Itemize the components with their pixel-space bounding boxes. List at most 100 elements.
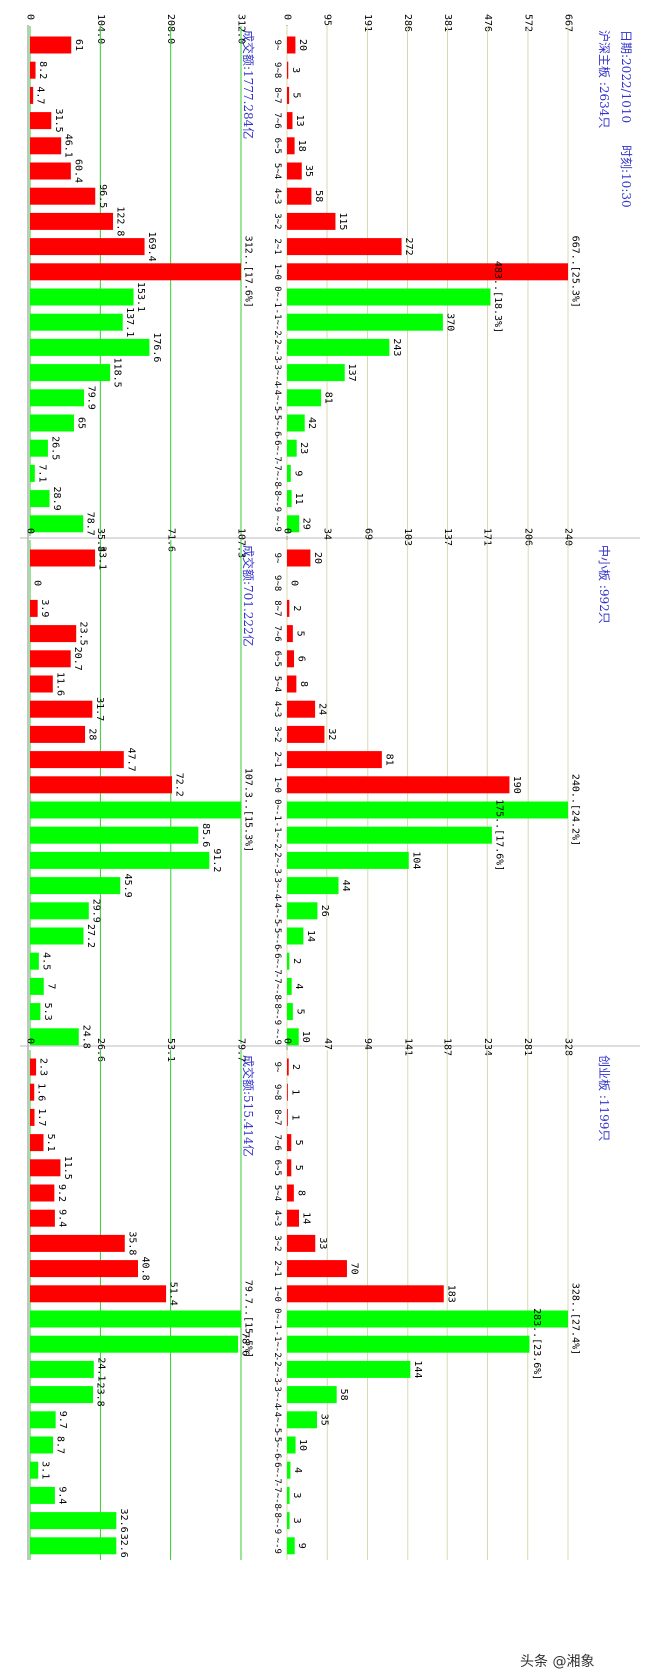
bar	[30, 1436, 54, 1454]
bar	[30, 212, 114, 230]
bar	[287, 1134, 292, 1152]
value-label: 29.9	[90, 899, 101, 923]
category-label: 4~3	[272, 188, 282, 204]
value-label: 20.7	[72, 647, 83, 671]
bar	[30, 826, 199, 844]
category-label: 1~0	[272, 264, 282, 280]
category-label: -3~-4	[272, 1381, 282, 1408]
value-label: 42	[306, 417, 317, 429]
bar	[30, 902, 89, 920]
value-label: 0	[289, 580, 300, 586]
bar	[287, 464, 291, 482]
x-tick-label: 137	[442, 528, 453, 546]
value-label: 81	[383, 754, 394, 766]
category-label: -6~-7	[272, 1457, 282, 1484]
bar	[30, 851, 210, 869]
value-label: 81	[323, 392, 334, 404]
value-label: 190	[511, 776, 522, 794]
value-label: 1	[289, 1089, 300, 1095]
value-label: 23.8	[95, 1383, 106, 1407]
value-label: 44	[340, 880, 351, 892]
category-label: -4~-5	[272, 1406, 282, 1433]
x-tick-label: 234	[482, 1038, 493, 1056]
category-label: 9~	[272, 1062, 282, 1073]
x-tick-label: 0	[282, 528, 293, 534]
panel-title: 创业板 :1199只	[597, 1055, 611, 1141]
value-label: 312..[17.6%]	[243, 236, 254, 308]
value-label: 118.5	[112, 358, 123, 388]
bar	[30, 1260, 139, 1278]
bar	[30, 162, 71, 180]
value-label: 18	[296, 140, 307, 152]
value-label: 10	[297, 1439, 308, 1451]
category-label: 9~8	[272, 62, 282, 78]
category-label: -2~-3	[272, 334, 282, 361]
category-label: -1~-2	[272, 1331, 282, 1358]
bar	[30, 1159, 61, 1177]
x-tick-label: 34	[321, 528, 332, 540]
bar	[287, 1512, 290, 1530]
value-label: 91.2	[211, 848, 222, 872]
value-label: 0	[32, 580, 43, 586]
x-tick-label: 0	[25, 14, 36, 20]
value-label: 483..[18.3%]	[492, 261, 503, 333]
bar	[287, 650, 295, 668]
bar	[287, 1386, 337, 1404]
value-label: 96.5	[97, 184, 108, 208]
value-label: 8	[298, 681, 309, 687]
bar	[287, 675, 297, 693]
value-label: 5	[293, 1165, 304, 1171]
bar	[30, 238, 145, 256]
value-label: 70	[348, 1263, 359, 1275]
bar	[287, 1003, 293, 1021]
value-label: 137.1	[124, 307, 135, 337]
bar	[287, 1159, 292, 1177]
value-label: 33	[317, 1237, 328, 1249]
category-label: -4~-5	[272, 897, 282, 924]
bar	[287, 1260, 347, 1278]
x-tick-label: 94	[362, 1038, 373, 1050]
value-label: 1.6	[36, 1083, 47, 1101]
category-label: -6~-7	[272, 435, 282, 462]
bar	[287, 826, 492, 844]
bar	[287, 238, 402, 256]
value-label: 61	[73, 39, 84, 51]
bar	[287, 851, 409, 869]
category-label: -1~-2	[272, 309, 282, 336]
value-label: 32	[326, 728, 337, 740]
bar	[30, 338, 150, 356]
value-label: 2	[291, 605, 302, 611]
value-label: 4.7	[35, 86, 46, 104]
bar	[287, 1461, 291, 1479]
category-label: 7~6	[272, 625, 282, 641]
bar	[30, 187, 96, 205]
value-label: 31.5	[53, 109, 64, 133]
value-label: 240..[24.2%]	[570, 774, 581, 846]
category-label: 2~1	[272, 751, 282, 767]
bar	[30, 439, 48, 457]
category-label: 3~2	[272, 726, 282, 742]
bar	[30, 952, 39, 970]
value-label: 9.7	[57, 1411, 68, 1429]
bar	[30, 1058, 37, 1076]
bar	[30, 1335, 239, 1353]
value-label: 60.4	[72, 159, 83, 183]
bar	[30, 549, 96, 567]
x-tick-label: 286	[402, 14, 413, 32]
value-label: 40.8	[140, 1257, 151, 1281]
bar	[287, 1360, 411, 1378]
value-label: 11.5	[62, 1156, 73, 1180]
bar	[30, 1234, 125, 1252]
x-tick-label: 667	[563, 14, 574, 32]
category-label: 4~3	[272, 701, 282, 717]
x-tick-label: 95	[322, 14, 333, 26]
bar	[30, 977, 44, 995]
bar	[30, 389, 85, 407]
value-label: 2	[290, 1064, 301, 1070]
category-label: 6~5	[272, 1160, 282, 1176]
x-tick-label: 572	[522, 14, 533, 32]
value-label: 4	[293, 983, 304, 989]
value-label: 2.3	[38, 1058, 49, 1076]
bar	[30, 625, 77, 643]
bar	[30, 1134, 44, 1152]
